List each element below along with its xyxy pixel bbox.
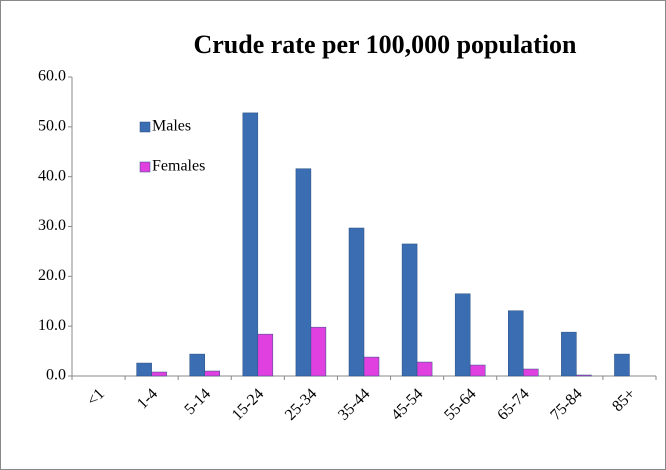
y-tick-label: 0.0 <box>46 367 66 384</box>
bar <box>136 362 152 377</box>
y-tick-label: 30.0 <box>38 217 66 234</box>
bar <box>348 227 365 377</box>
bar <box>242 112 259 377</box>
bar <box>363 356 380 377</box>
bar <box>508 310 524 377</box>
legend-swatch <box>139 161 151 173</box>
y-tick-label: 50.0 <box>38 118 66 135</box>
y-tick-label: 20.0 <box>38 267 66 284</box>
bar <box>257 333 274 377</box>
legend-label: Females <box>152 158 205 175</box>
bar <box>454 293 471 377</box>
y-tick-label: 60.0 <box>38 68 66 85</box>
y-tick-label: 40.0 <box>38 167 66 184</box>
bar <box>576 374 592 377</box>
bar <box>469 364 486 377</box>
bar <box>614 353 630 377</box>
bar <box>189 353 205 377</box>
bar <box>151 371 167 377</box>
bar <box>416 361 433 377</box>
bar <box>295 168 312 377</box>
bar <box>523 368 539 377</box>
y-tick-label: 10.0 <box>38 317 66 334</box>
chart-title: Crude rate per 100,000 population <box>193 30 577 59</box>
legend-swatch <box>139 121 151 133</box>
bar <box>204 370 220 377</box>
bar <box>310 326 327 377</box>
bar <box>401 243 418 377</box>
legend-label: Males <box>152 118 191 135</box>
bar <box>561 331 577 377</box>
